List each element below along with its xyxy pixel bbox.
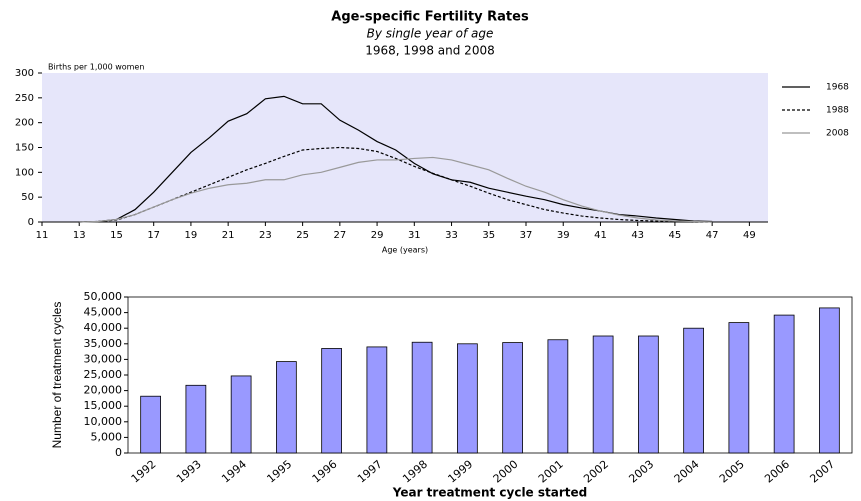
x-tick-label: 1994: [219, 458, 249, 486]
x-tick-label: 31: [408, 230, 421, 241]
legend-label: 1988: [826, 106, 849, 116]
x-tick-label: 27: [333, 230, 346, 241]
y-tick-label: 0: [28, 217, 34, 228]
bar: [773, 314, 795, 454]
x-tick-label: 17: [147, 230, 160, 241]
x-axis-label: Age (years): [382, 246, 428, 255]
x-tick-label: 1993: [174, 458, 204, 486]
chart-title: Age-specific Fertility Rates: [331, 10, 529, 25]
x-tick-label: 13: [73, 230, 86, 241]
y-tick-label: 20,000: [84, 384, 123, 397]
y-tick-label: 50: [21, 192, 34, 203]
x-tick-label: 39: [557, 230, 570, 241]
x-tick-label: 2005: [717, 458, 747, 486]
y-tick-label: 200: [15, 118, 34, 129]
y-tick-label: 0: [115, 446, 122, 459]
bar: [819, 307, 840, 454]
chart-subtitle: 1968, 1998 and 2008: [365, 44, 494, 58]
y-tick-label: 40,000: [84, 321, 123, 334]
x-tick-label: 33: [445, 230, 458, 241]
bar: [638, 335, 659, 454]
x-tick-label: 2006: [762, 458, 792, 486]
x-tick-label: 15: [110, 230, 123, 241]
x-axis-label: Year treatment cycle started: [392, 486, 587, 500]
y-tick-label: 5,000: [91, 430, 123, 443]
y-tick-label: 10,000: [84, 415, 123, 428]
x-tick-label: 1997: [355, 458, 385, 486]
y-tick-label: 30,000: [84, 352, 123, 365]
x-tick-label: 49: [743, 230, 756, 241]
x-tick-label: 43: [631, 230, 644, 241]
bar: [366, 346, 388, 454]
x-tick-label: 2004: [672, 458, 702, 486]
legend-label: 2008: [826, 129, 849, 139]
bar: [683, 327, 704, 454]
y-axis-label: Number of treatment cycles: [50, 302, 64, 449]
bar: [457, 343, 478, 454]
bar: [230, 375, 252, 454]
x-tick-label: 23: [259, 230, 272, 241]
plot-area: [42, 73, 768, 222]
bar: [502, 342, 523, 454]
x-tick-label: 1999: [445, 458, 475, 486]
y-tick-label: 45,000: [84, 306, 123, 319]
x-tick-label: 1998: [400, 458, 430, 486]
x-tick-label: 25: [296, 230, 309, 241]
x-tick-label: 2003: [626, 458, 656, 486]
x-tick-label: 2000: [491, 458, 521, 486]
x-tick-label: 1992: [129, 458, 159, 486]
y-tick-label: 150: [15, 143, 34, 154]
bar: [185, 384, 207, 454]
x-tick-label: 21: [222, 230, 235, 241]
legend-label: 1968: [826, 83, 849, 93]
x-tick-label: 1996: [310, 458, 340, 486]
x-tick-label: 37: [520, 230, 533, 241]
x-tick-label: 29: [371, 230, 384, 241]
bar: [321, 348, 342, 454]
x-tick-label: 2002: [581, 458, 611, 486]
x-tick-label: 11: [36, 230, 49, 241]
y-tick-label: 300: [15, 68, 34, 79]
x-tick-label: 45: [669, 230, 682, 241]
y-tick-label: 250: [15, 93, 34, 104]
bar: [411, 341, 433, 454]
y-axis-label: Births per 1,000 women: [48, 63, 144, 72]
y-tick-label: 25,000: [84, 368, 123, 381]
x-tick-label: 47: [706, 230, 719, 241]
y-tick-label: 15,000: [84, 399, 123, 412]
x-tick-label: 2007: [807, 458, 837, 486]
bar: [140, 395, 161, 454]
bar: [728, 322, 750, 454]
data-line: [79, 146, 713, 223]
y-tick-label: 35,000: [84, 337, 123, 350]
bar: [547, 339, 569, 454]
chart-subtitle: By single year of age: [367, 27, 494, 41]
bar: [276, 361, 297, 454]
bar: [592, 335, 614, 454]
x-tick-label: 1995: [264, 458, 294, 486]
x-tick-label: 35: [482, 230, 495, 241]
y-tick-label: 50,000: [84, 290, 123, 303]
x-tick-label: 2001: [536, 458, 566, 486]
x-tick-label: 41: [594, 230, 607, 241]
x-tick-label: 19: [185, 230, 198, 241]
data-line: [79, 156, 713, 223]
y-tick-label: 100: [15, 167, 34, 178]
